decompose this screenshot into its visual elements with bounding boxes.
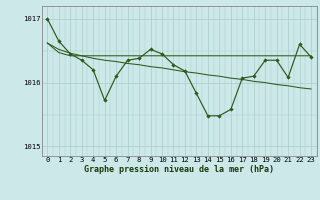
X-axis label: Graphe pression niveau de la mer (hPa): Graphe pression niveau de la mer (hPa) [84, 165, 274, 174]
